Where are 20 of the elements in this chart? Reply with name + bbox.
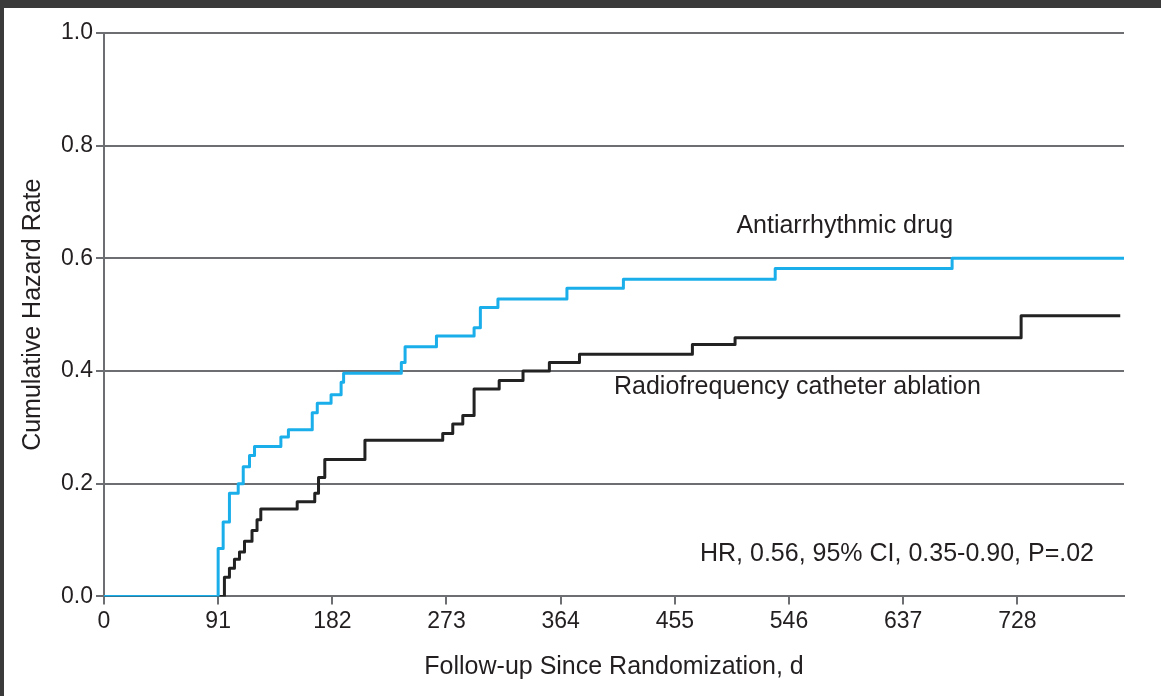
x-tick-label: 364 — [541, 606, 581, 633]
x-tick-label: 728 — [998, 606, 1037, 633]
x-tick-label: 91 — [205, 606, 231, 633]
x-tick-label: 182 — [313, 606, 352, 633]
x-tick-label: 455 — [655, 606, 695, 633]
y-tick-label: 0.8 — [60, 131, 93, 158]
annotation: HR, 0.56, 95% CI, 0.35-0.90, P=.02 — [700, 537, 1094, 566]
x-tick-label: 273 — [427, 606, 466, 633]
y-tick-label: 0.0 — [60, 581, 93, 608]
y-tick-label: 0.6 — [60, 243, 93, 270]
y-axis-title: Cumulative Hazard Rate — [16, 178, 45, 451]
x-axis-title: Follow-up Since Randomization, d — [424, 650, 804, 679]
series-label: Antiarrhythmic drug — [736, 209, 954, 238]
y-tick-label: 1.0 — [60, 18, 93, 45]
y-tick-label: 0.2 — [60, 469, 93, 496]
x-tick-label: 0 — [97, 606, 111, 633]
x-tick-label: 637 — [883, 606, 923, 633]
y-tick-label: 0.4 — [60, 356, 94, 383]
series-label: Radiofrequency catheter ablation — [613, 370, 981, 399]
x-tick-label: 546 — [769, 606, 809, 633]
